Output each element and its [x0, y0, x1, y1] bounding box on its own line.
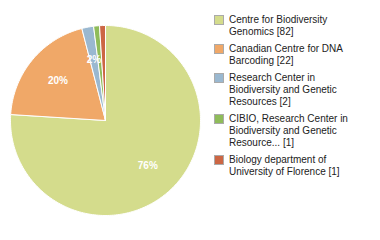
- html-text:Biology department of Universi: Biology department of University of Flor…: [229, 154, 340, 177]
- svg-text:2%: 2%: [87, 54, 102, 65]
- svg-text:20%: 20%: [48, 75, 68, 86]
- html-text:Canadian Centre for DNA Barcod: Canadian Centre for DNA Barcoding [22]: [229, 43, 343, 66]
- svg-text:76%: 76%: [138, 160, 158, 171]
- html-text:Centre for Biodiversity Genomi: Centre for Biodiversity Genomics [82]: [229, 14, 328, 37]
- html-text:CIBIO, Research Center in Biod: CIBIO, Research Center in Biodiversity a…: [229, 113, 348, 148]
- html-text:Research Center in Biodiversit: Research Center in Biodiversity and Gene…: [229, 72, 337, 107]
